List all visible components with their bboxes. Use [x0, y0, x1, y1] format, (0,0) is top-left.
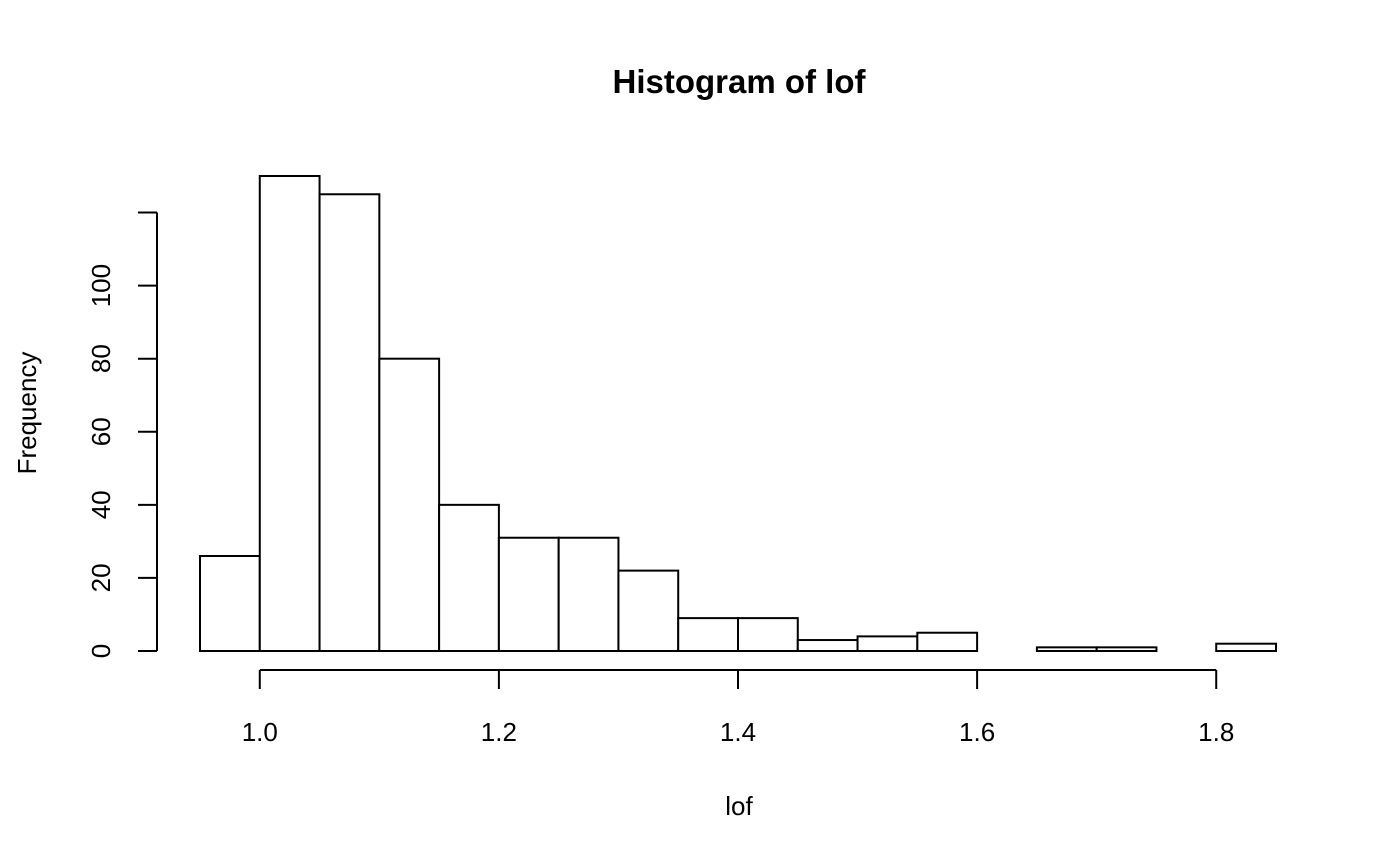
- y-tick-label: 60: [86, 417, 116, 446]
- y-tick-label: 20: [86, 563, 116, 592]
- y-tick-label: 80: [86, 344, 116, 373]
- y-tick-label: 100: [86, 264, 116, 307]
- histogram-bar: [318, 193, 381, 653]
- x-tick-label: 1.8: [1198, 717, 1234, 747]
- histogram-bar: [438, 503, 500, 652]
- y-tick-label: 40: [86, 490, 116, 519]
- chart-title: Histogram of lof: [613, 63, 867, 100]
- y-axis-label: Frequency: [12, 352, 42, 475]
- histogram-bar: [916, 631, 979, 652]
- y-tick-label: 0: [86, 644, 116, 658]
- histogram-bar: [1215, 642, 1277, 653]
- histogram-bar: [856, 635, 919, 653]
- histogram-bar: [1035, 646, 1098, 652]
- x-tick-label: 1.0: [242, 717, 278, 747]
- histogram-bar: [199, 555, 261, 652]
- histogram-bar: [497, 536, 560, 652]
- x-tick-label: 1.2: [481, 717, 517, 747]
- x-tick-label: 1.6: [959, 717, 995, 747]
- y-axis: 0 20 40 60 80 100: [86, 211, 158, 658]
- histogram-bar: [737, 617, 799, 652]
- histogram-bar: [796, 639, 859, 652]
- histogram-bar: [617, 569, 680, 652]
- histogram-bar: [258, 175, 321, 652]
- x-axis-label: lof: [725, 791, 753, 821]
- bars-group: [199, 175, 1277, 653]
- histogram-bar: [557, 536, 620, 652]
- histogram-bar: [677, 617, 739, 652]
- x-tick-label: 1.4: [720, 717, 756, 747]
- histogram-bar: [378, 357, 441, 652]
- histogram-bar: [1095, 646, 1158, 652]
- x-axis: 1.0 1.2 1.4 1.6 1.8: [242, 669, 1234, 747]
